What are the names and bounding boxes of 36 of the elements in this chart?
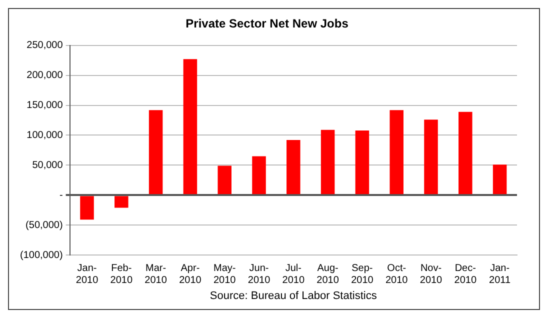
source-note: Source: Bureau of Labor Statistics bbox=[210, 290, 378, 302]
bar bbox=[252, 156, 266, 194]
bar bbox=[183, 59, 198, 194]
x-tick-label: Apr-2010 bbox=[179, 262, 202, 286]
bar bbox=[286, 140, 300, 194]
bar bbox=[458, 112, 472, 194]
x-tick-label: Jun-2010 bbox=[248, 262, 271, 286]
x-tick-label: Nov-2010 bbox=[420, 262, 443, 286]
x-tick-label: Dec-2010 bbox=[454, 262, 477, 286]
bar bbox=[80, 196, 94, 220]
x-tick-label: Jul-2010 bbox=[282, 262, 305, 286]
bar bbox=[492, 164, 507, 194]
y-tick-label: 50,000 bbox=[32, 160, 64, 171]
x-tick-label: Sep-2010 bbox=[351, 262, 374, 286]
y-tick-label: 100,000 bbox=[26, 130, 64, 141]
y-tick-label: (50,000) bbox=[26, 220, 63, 231]
bar bbox=[424, 120, 438, 194]
x-tick-label: Jan-2011 bbox=[489, 262, 511, 286]
x-tick-label: Oct-2010 bbox=[385, 262, 408, 286]
x-tick-label: Feb-2010 bbox=[110, 262, 133, 286]
chart-title: Private Sector Net New Jobs bbox=[186, 16, 349, 31]
x-tick-label: Mar-2010 bbox=[144, 262, 168, 286]
bar bbox=[320, 130, 335, 194]
x-tick-label: May-2010 bbox=[213, 262, 236, 286]
y-tick-label: 150,000 bbox=[26, 100, 64, 112]
bar bbox=[355, 130, 370, 194]
x-tick-label: Aug-2010 bbox=[316, 262, 340, 286]
bar bbox=[114, 196, 128, 208]
y-tick-label: 200,000 bbox=[26, 70, 64, 82]
y-tick-label: (100,000) bbox=[20, 250, 63, 261]
bar bbox=[218, 166, 232, 194]
y-tick-label: 250,000 bbox=[26, 40, 64, 52]
bar bbox=[148, 110, 163, 194]
y-tick-label: - bbox=[59, 190, 63, 201]
bar bbox=[390, 110, 404, 194]
x-tick-label: Jan-2010 bbox=[76, 262, 99, 286]
